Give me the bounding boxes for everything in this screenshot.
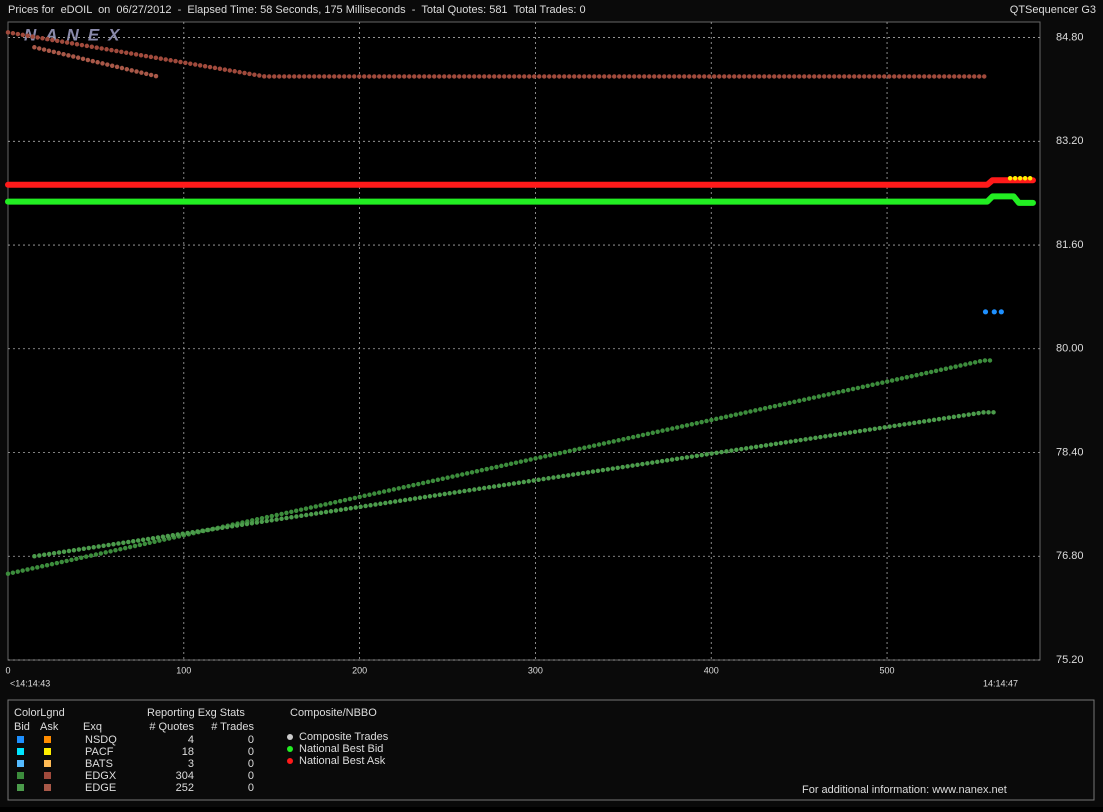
legend-marker [287, 758, 293, 764]
legend-box [7, 699, 1095, 801]
x-tick-label: 0 [5, 665, 10, 675]
x-tick-label: 500 [880, 665, 895, 675]
legend-trades: 0 [248, 746, 254, 758]
y-tick-label: 76.80 [1056, 550, 1084, 562]
y-tick-label: 78.40 [1056, 446, 1084, 458]
legend-swatch [44, 784, 51, 791]
data-point [982, 309, 989, 315]
legend-swatch [17, 760, 24, 767]
legend-quotes: 252 [176, 782, 194, 794]
legend-header: # Quotes [149, 721, 194, 733]
legend-exq: NSDQ [85, 734, 117, 746]
legend-marker [287, 746, 293, 752]
data-point [998, 309, 1004, 315]
series-line [5, 193, 1036, 206]
chart-title: Prices for eDOIL on 06/27/2012 - Elapsed… [8, 4, 586, 16]
x-tick-label: 300 [528, 665, 543, 675]
legend-title: ColorLgnd [14, 707, 65, 719]
legend-trades: 0 [248, 782, 254, 794]
y-tick-label: 84.80 [1056, 31, 1084, 43]
x-tick-label: 100 [176, 665, 191, 675]
legend-swatch [44, 736, 51, 743]
series-line [5, 177, 1036, 188]
legend-quotes: 4 [188, 734, 194, 746]
data-point [991, 309, 997, 315]
legend-trades: 0 [248, 770, 254, 782]
legend-marker [287, 734, 293, 740]
series-line [32, 410, 999, 559]
legend-swatch [44, 748, 51, 755]
time-label: 14:14:47 [983, 678, 1018, 688]
series-line [5, 358, 997, 577]
x-tick-label: 400 [704, 665, 719, 675]
legend-header: Composite/NBBO [290, 707, 377, 719]
legend-header: Exq [83, 721, 102, 733]
legend-swatch [17, 736, 24, 743]
y-tick-label: 83.20 [1056, 135, 1084, 147]
legend-trades: 0 [248, 734, 254, 746]
legend-swatch [44, 772, 51, 779]
legend-header: Bid [14, 721, 30, 733]
footer: For additional information: www.nanex.ne… [802, 784, 1007, 796]
legend-trades: 0 [248, 758, 254, 770]
x-tick-label: 200 [352, 665, 367, 675]
legend-label: Composite Trades [299, 731, 389, 743]
y-tick-label: 81.60 [1056, 239, 1084, 251]
legend-quotes: 3 [188, 758, 194, 770]
legend-swatch [17, 748, 24, 755]
legend-quotes: 304 [176, 770, 194, 782]
legend-swatch [44, 760, 51, 767]
legend-header: Ask [40, 721, 59, 733]
legend-exq: EDGX [85, 770, 117, 782]
legend-label: National Best Ask [299, 755, 386, 767]
legend-header: Reporting Exg Stats [147, 707, 245, 719]
legend-label: National Best Bid [299, 743, 383, 755]
time-label: <14:14:43 [10, 678, 50, 688]
legend-quotes: 18 [182, 746, 194, 758]
legend-exq: EDGE [85, 782, 116, 794]
series-line [5, 30, 990, 79]
y-tick-label: 80.00 [1056, 343, 1084, 355]
legend-exq: BATS [85, 758, 113, 770]
watermark: NANEX [24, 25, 129, 44]
legend-swatch [17, 784, 24, 791]
legend-exq: PACF [85, 746, 114, 758]
legend-swatch [17, 772, 24, 779]
plot-area [7, 21, 1041, 661]
legend-header: # Trades [211, 721, 254, 733]
y-tick-label: 75.20 [1056, 654, 1084, 666]
app-name: QTSequencer G3 [1010, 4, 1096, 16]
series-line [32, 45, 160, 79]
